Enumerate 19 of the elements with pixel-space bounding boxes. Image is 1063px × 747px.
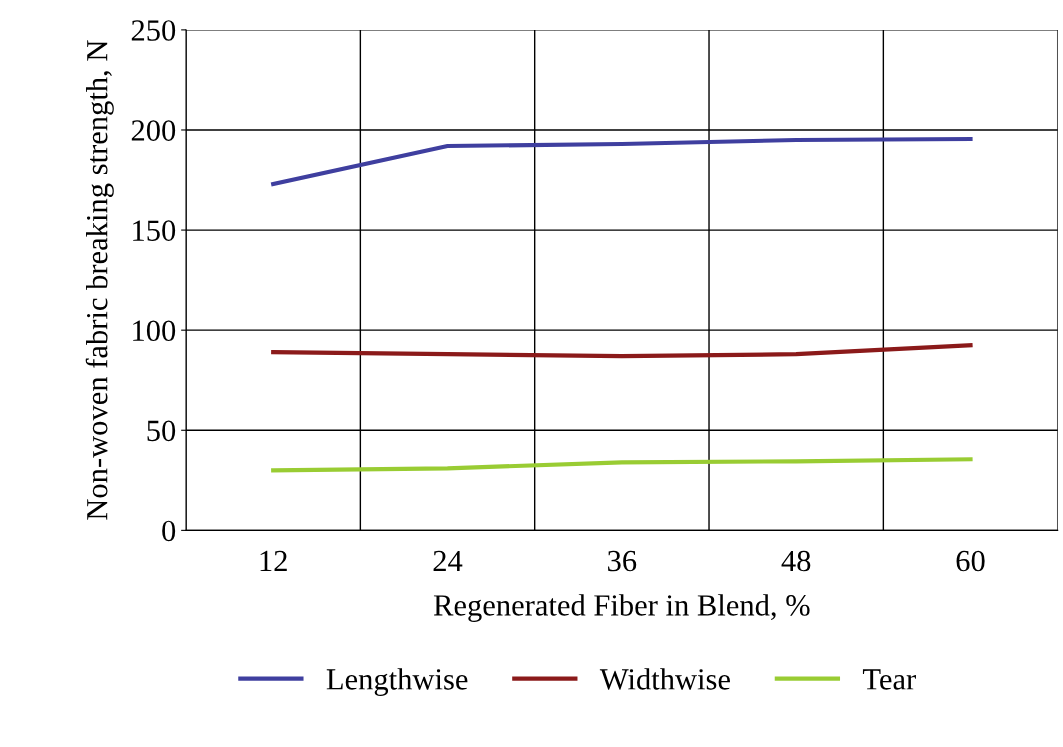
legend-label: Lengthwise [326, 668, 468, 696]
line-series [271, 136, 973, 187]
legend-label: Tear [862, 669, 916, 690]
y-tick-label: 250 [131, 20, 176, 41]
x-axis-title: Regenerated Fiber in Blend, % [433, 594, 810, 622]
y-tick-label: 0 [162, 520, 176, 542]
y-axis-title: Non-woven fabric breaking strength, N [85, 40, 114, 520]
legend-label: Widthwise [599, 668, 730, 690]
x-tick-label: 24 [433, 550, 463, 572]
line-series [271, 457, 973, 473]
x-tick-label: 12 [260, 550, 287, 572]
x-tick-label: 60 [956, 550, 985, 572]
y-tick-label: 150 [133, 220, 176, 241]
y-tick-label: 200 [131, 120, 176, 141]
x-tick-label: 36 [608, 550, 637, 572]
y-tick-label: 50 [147, 420, 176, 442]
line-series [271, 343, 973, 359]
x-tick-label: 48 [781, 550, 811, 572]
y-tick-label: 100 [133, 320, 176, 342]
